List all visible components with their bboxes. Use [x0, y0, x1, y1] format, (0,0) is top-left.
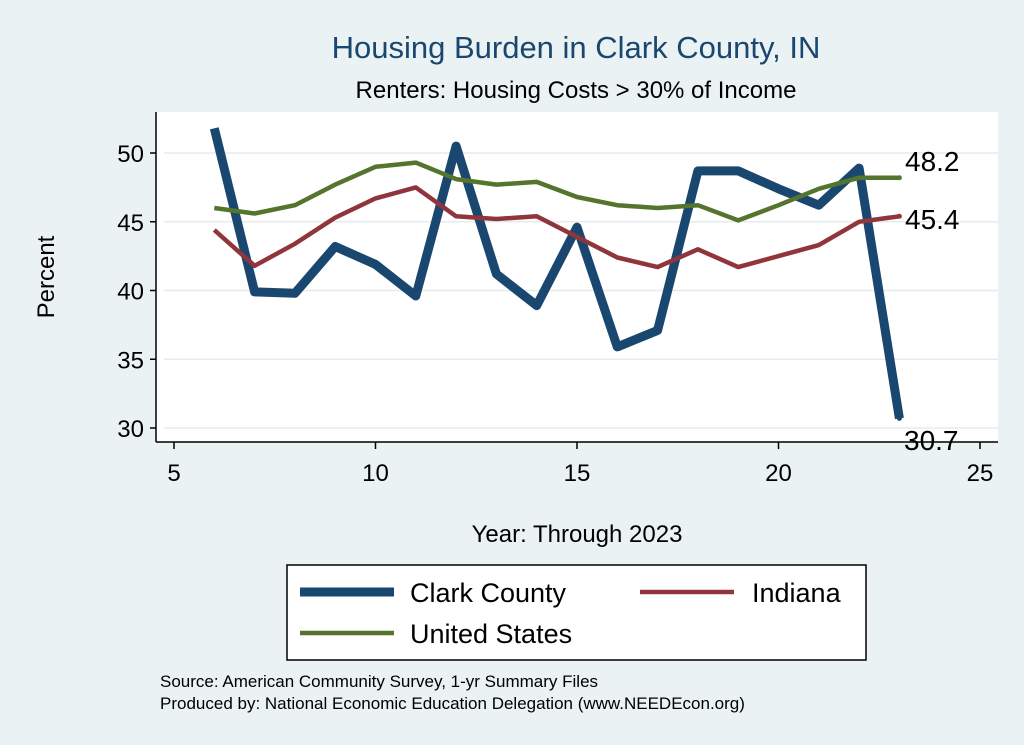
- end-label: 45.4: [905, 204, 960, 235]
- series-line-united-states: [213, 160, 900, 223]
- y-tick-label: 30: [117, 416, 144, 443]
- x-axis-label: Year: Through 2023: [472, 521, 683, 548]
- end-label: 30.7: [904, 425, 959, 456]
- series-end-point: [896, 175, 902, 181]
- legend-box: [286, 564, 867, 661]
- y-axis-label: Percent: [33, 235, 60, 318]
- series-line-clark-county: [209, 127, 904, 420]
- producer-note: Produced by: National Economic Education…: [160, 694, 745, 713]
- legend-label: Clark County: [410, 578, 567, 608]
- x-tick-label: 5: [167, 460, 180, 487]
- chart-subtitle: Renters: Housing Costs > 30% of Income: [356, 77, 797, 104]
- y-tick-label: 35: [117, 347, 144, 374]
- series-end-point: [896, 415, 902, 421]
- source-note: Source: American Community Survey, 1-yr …: [160, 672, 598, 691]
- axes: [150, 112, 998, 449]
- y-tick-labels: 30 35 40 45 50: [117, 141, 144, 443]
- end-labels: 30.7 45.4 48.2: [904, 146, 960, 456]
- chart-title: Housing Burden in Clark County, IN: [332, 30, 821, 65]
- x-tick-labels: 5 10 15 20 25: [167, 460, 993, 487]
- legend-label: Indiana: [752, 578, 842, 608]
- series-lines: [209, 127, 904, 421]
- x-tick-label: 20: [765, 460, 792, 487]
- x-tick-label: 25: [967, 460, 994, 487]
- plot-area: [156, 112, 998, 442]
- series-line-indiana: [212, 185, 900, 270]
- legend-label: United States: [410, 619, 572, 649]
- end-label: 48.2: [905, 146, 960, 177]
- y-tick-label: 50: [117, 141, 144, 168]
- series-end-point: [896, 213, 902, 219]
- x-tick-label: 15: [564, 460, 591, 487]
- y-tick-label: 40: [117, 279, 144, 306]
- y-tick-label: 45: [117, 210, 144, 237]
- x-tick-label: 10: [362, 460, 389, 487]
- legend: Clark County Indiana United States: [286, 564, 867, 661]
